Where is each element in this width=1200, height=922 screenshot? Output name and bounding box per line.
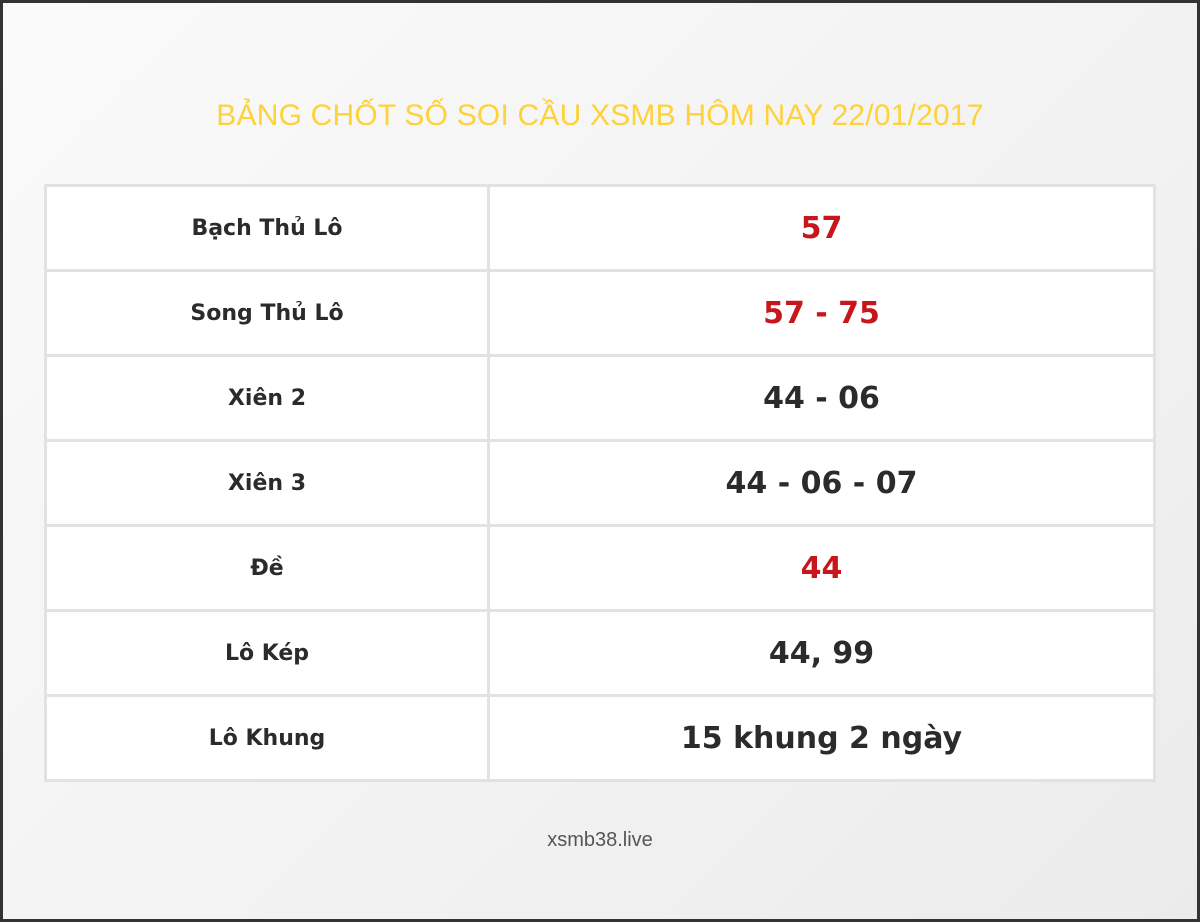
row-label: Lô Khung — [44, 694, 490, 782]
table-row: Đề 44 — [44, 524, 1156, 612]
table-row: Lô Kép 44, 99 — [44, 609, 1156, 697]
row-value: 44, 99 — [487, 609, 1156, 697]
row-label: Song Thủ Lô — [44, 269, 490, 357]
row-value: 57 - 75 — [487, 269, 1156, 357]
table-row: Xiên 3 44 - 06 - 07 — [44, 439, 1156, 527]
prediction-table: Bạch Thủ Lô 57 Song Thủ Lô 57 - 75 Xiên 2 44 … — [44, 184, 1156, 782]
table-row: Xiên 2 44 - 06 — [44, 354, 1156, 442]
row-value: 44 - 06 - 07 — [487, 439, 1156, 527]
row-label: Lô Kép — [44, 609, 490, 697]
table-row: Song Thủ Lô 57 - 75 — [44, 269, 1156, 357]
table-row: Bạch Thủ Lô 57 — [44, 184, 1156, 272]
table-row: Lô Khung 15 khung 2 ngày — [44, 694, 1156, 782]
row-label: Xiên 3 — [44, 439, 490, 527]
site-footer: xsmb38.live — [547, 829, 653, 851]
row-label: Xiên 2 — [44, 354, 490, 442]
row-value: 15 khung 2 ngày — [487, 694, 1156, 782]
page-title: BẢNG CHỐT SỐ SOI CẦU XSMB HÔM NAY 22/01/… — [216, 99, 984, 132]
row-label: Đề — [44, 524, 490, 612]
row-label: Bạch Thủ Lô — [44, 184, 490, 272]
row-value: 57 — [487, 184, 1156, 272]
row-value: 44 - 06 — [487, 354, 1156, 442]
row-value: 44 — [487, 524, 1156, 612]
